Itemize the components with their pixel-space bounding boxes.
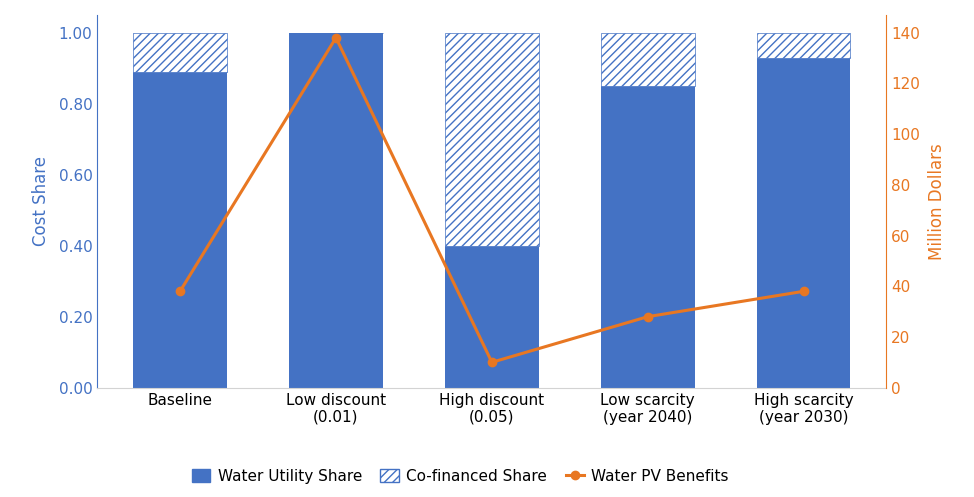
Bar	[445, 246, 539, 388]
Bar	[757, 33, 850, 58]
Legend: Water Utility Share, Co-financed Share, Water PV Benefits: Water Utility Share, Co-financed Share, …	[185, 462, 735, 490]
Bar	[601, 86, 694, 388]
Y-axis label: Million Dollars: Million Dollars	[928, 143, 947, 259]
Bar	[289, 33, 383, 388]
Y-axis label: Cost Share: Cost Share	[32, 156, 51, 247]
Bar	[133, 72, 227, 388]
Bar	[133, 33, 227, 72]
Bar	[445, 33, 539, 246]
Bar	[601, 33, 694, 86]
Bar	[757, 58, 850, 388]
